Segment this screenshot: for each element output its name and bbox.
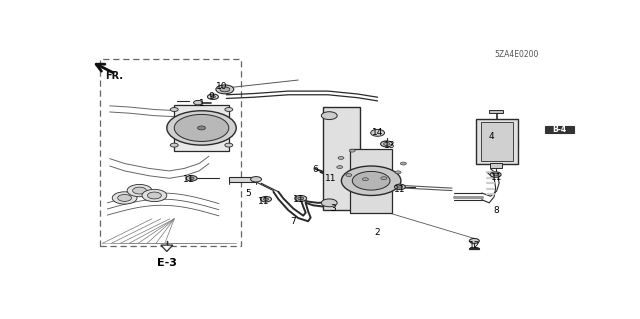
Circle shape [193,100,202,105]
Bar [490,163,502,168]
Circle shape [383,142,390,145]
Circle shape [469,239,479,243]
Circle shape [251,177,262,182]
Bar [229,177,256,182]
Circle shape [189,177,194,180]
Circle shape [167,111,236,145]
Text: 8: 8 [494,206,499,215]
Circle shape [330,176,335,178]
Bar [323,107,360,210]
Circle shape [395,171,401,174]
Text: 11: 11 [324,174,336,183]
Circle shape [174,115,229,141]
Circle shape [401,162,406,165]
Circle shape [349,149,355,152]
Circle shape [211,95,216,98]
Circle shape [198,126,205,130]
Circle shape [298,197,304,200]
Text: 13: 13 [384,141,396,150]
Circle shape [132,187,147,194]
Text: 6: 6 [313,165,319,174]
Circle shape [321,199,337,207]
Circle shape [490,172,501,177]
Text: 11: 11 [394,185,406,194]
Circle shape [362,178,369,181]
Circle shape [216,85,234,94]
Text: 9: 9 [209,92,214,100]
Circle shape [295,196,307,201]
Text: 5ZA4E0200: 5ZA4E0200 [494,50,539,59]
Bar [545,126,574,133]
Circle shape [346,174,352,176]
Circle shape [186,175,197,181]
Circle shape [118,195,132,201]
Circle shape [225,143,233,147]
Circle shape [381,141,392,147]
Circle shape [207,94,218,100]
Text: 4: 4 [489,132,495,141]
Bar [100,59,241,246]
Bar [476,119,518,164]
Text: 11: 11 [184,175,195,184]
Text: 14: 14 [372,128,383,137]
Circle shape [170,108,178,111]
Circle shape [397,186,403,188]
Text: 11: 11 [491,173,502,182]
Circle shape [220,87,230,92]
Circle shape [147,192,161,199]
Circle shape [381,177,387,180]
Circle shape [337,166,342,168]
Text: 1: 1 [198,99,204,108]
Text: FR.: FR. [105,70,123,81]
Text: 3: 3 [330,204,336,213]
Circle shape [341,166,401,196]
Circle shape [394,184,405,189]
Text: B-4: B-4 [552,125,566,134]
Text: 10: 10 [216,82,227,91]
Circle shape [264,198,269,200]
Circle shape [225,108,233,111]
Circle shape [321,112,337,120]
Text: 5: 5 [246,189,252,197]
Circle shape [326,174,337,180]
Text: E-3: E-3 [157,258,177,268]
Circle shape [352,171,390,190]
Text: 7: 7 [291,217,296,226]
Circle shape [260,197,271,202]
Text: 12: 12 [468,241,480,250]
Text: 11: 11 [292,195,304,204]
Polygon shape [161,245,173,251]
Text: 2: 2 [375,228,380,237]
Circle shape [142,189,167,202]
Bar [489,109,503,113]
Circle shape [170,143,178,147]
Bar [350,149,392,213]
Bar [481,122,513,161]
Text: 11: 11 [258,197,269,206]
Circle shape [493,174,498,176]
Bar [174,105,229,151]
Circle shape [338,156,344,160]
Circle shape [127,184,152,197]
Circle shape [112,192,137,204]
Circle shape [371,130,385,136]
